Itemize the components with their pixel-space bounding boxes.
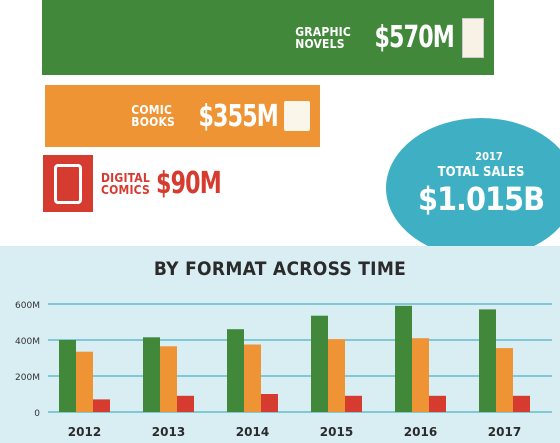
total-sales-badge: 2017 TOTAL SALES $1.015B [386,118,560,258]
x-tick-label: 2012 [68,425,101,439]
y-tick-label: 400M [15,337,40,347]
digital-comics-label-line2: COMICS [101,182,150,197]
comic-books-bar: COMIC BOOKS $355M [45,85,320,147]
graphic-novels-bar: GRAPHIC NOVELS $570M [42,0,494,75]
bar-digital-comics-2015 [345,395,362,412]
x-tick-label: 2016 [404,425,437,439]
bar-graphic-novels-2016 [395,305,412,412]
bar-graphic-novels-2015 [311,315,328,412]
bar-graphic-novels-2017 [479,309,496,412]
y-tick-label: 600M [15,301,40,311]
bar-comic-books-2012 [76,351,93,412]
y-tick-label: 0 [34,409,40,419]
bar-graphic-novels-2014 [227,329,244,412]
digital-comics-swatch [43,155,93,212]
bar-digital-comics-2017 [513,395,530,412]
bar-comic-books-2016 [412,338,429,412]
tablet-icon [54,163,82,204]
total-sales-label: TOTAL SALES [437,165,525,180]
x-tick-label: 2017 [488,425,521,439]
graphic-novels-label-line1: GRAPHIC [295,24,352,39]
bar-comic-books-2015 [328,339,345,412]
graphic-novels-amount: $570M [374,20,454,55]
y-tick-label: 200M [15,373,40,383]
total-sales-amount: $1.015B [417,180,545,218]
comic-books-label: COMIC BOOKS [131,104,175,128]
comic-book-icon [284,101,310,131]
bar-graphic-novels-2012 [59,340,76,412]
comic-books-label-line1: COMIC [131,103,173,117]
x-tick-label: 2014 [236,425,269,439]
bar-graphic-novels-2013 [143,337,160,412]
bar-digital-comics-2014 [261,394,278,412]
digital-comics-label: DIGITAL COMICS [101,172,150,196]
digital-comics-label-line1: DIGITAL [101,170,150,185]
total-sales-year: 2017 [475,150,503,163]
book-spines-icon [462,17,484,58]
digital-comics-amount: $90M [155,166,222,201]
digital-comics-bar: DIGITAL COMICS $90M [43,155,243,212]
bar-comic-books-2013 [160,346,177,412]
graphic-novels-label: GRAPHIC NOVELS [295,26,351,50]
bar-digital-comics-2012 [93,399,110,412]
bar-comic-books-2014 [244,344,261,412]
bar-comic-books-2017 [496,348,513,412]
bar-digital-comics-2016 [429,395,446,412]
chart-title: BY FORMAT ACROSS TIME [153,258,407,280]
comic-books-label-line2: BOOKS [131,115,176,129]
x-tick-label: 2013 [152,425,185,439]
bar-digital-comics-2013 [177,395,194,412]
graphic-novels-label-line2: NOVELS [295,36,345,51]
comic-books-amount: $355M [198,98,278,134]
x-tick-label: 2015 [320,425,353,439]
